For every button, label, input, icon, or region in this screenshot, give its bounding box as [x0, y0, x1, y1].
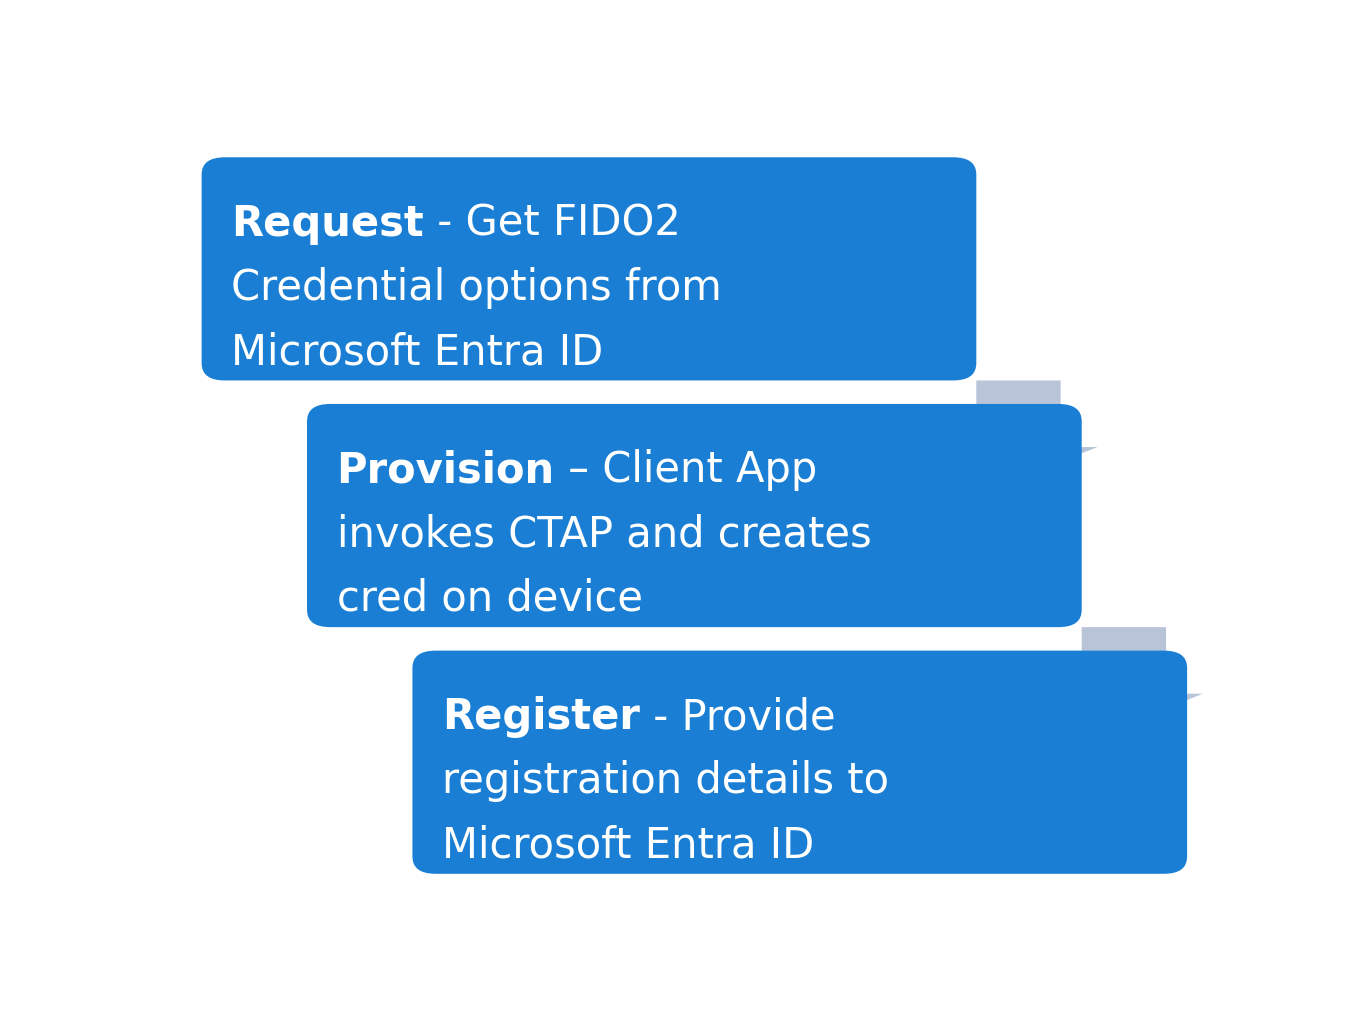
Text: Microsoft Entra ID: Microsoft Entra ID [231, 332, 604, 373]
FancyBboxPatch shape [412, 651, 1187, 874]
FancyBboxPatch shape [307, 404, 1081, 627]
FancyBboxPatch shape [201, 158, 976, 380]
Text: - Get FIDO2: - Get FIDO2 [424, 202, 680, 245]
Text: Register: Register [442, 696, 639, 738]
Text: Provision: Provision [336, 450, 555, 491]
Text: invokes CTAP and creates: invokes CTAP and creates [336, 514, 872, 555]
Text: cred on device: cred on device [336, 578, 642, 619]
Text: Credential options from: Credential options from [231, 266, 722, 309]
Text: – Client App: – Client App [555, 450, 817, 491]
Text: Request: Request [231, 202, 424, 245]
Text: Microsoft Entra ID: Microsoft Entra ID [442, 825, 815, 866]
Polygon shape [1044, 627, 1204, 725]
Text: registration details to: registration details to [442, 761, 889, 802]
Polygon shape [940, 380, 1098, 478]
Text: - Provide: - Provide [639, 696, 835, 738]
